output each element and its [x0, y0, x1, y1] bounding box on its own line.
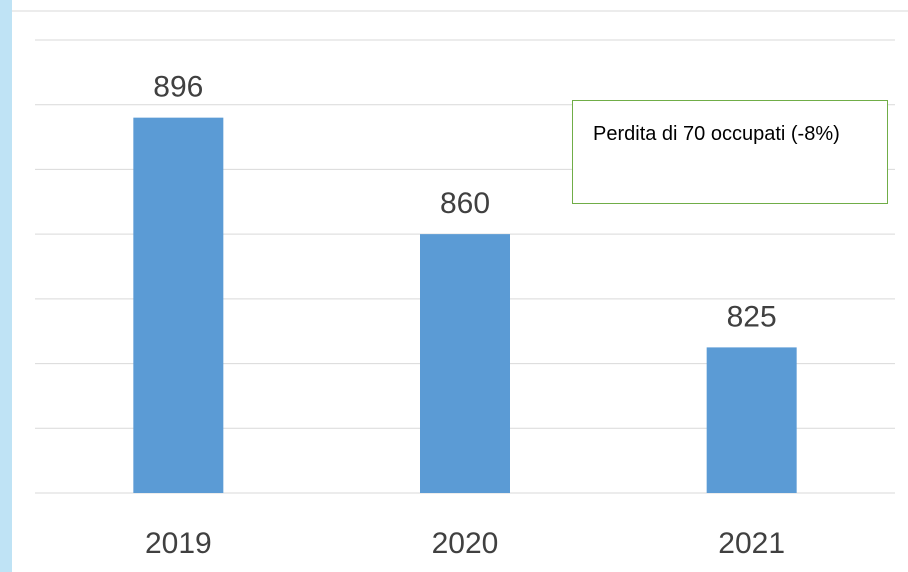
left-border	[0, 0, 12, 572]
bar	[133, 117, 224, 494]
x-tick-label: 2020	[432, 527, 499, 560]
x-tick-label: 2021	[718, 527, 785, 560]
bar	[420, 234, 510, 493]
annotation-box: Perdita di 70 occupati (-8%)	[572, 100, 888, 204]
data-label: 825	[727, 300, 777, 333]
data-label: 860	[440, 187, 490, 220]
bar	[706, 347, 797, 493]
data-label: 896	[153, 71, 203, 104]
x-tick-label: 2019	[145, 527, 212, 560]
annotation: Perdita di 70 occupati (-8%)	[593, 123, 840, 145]
